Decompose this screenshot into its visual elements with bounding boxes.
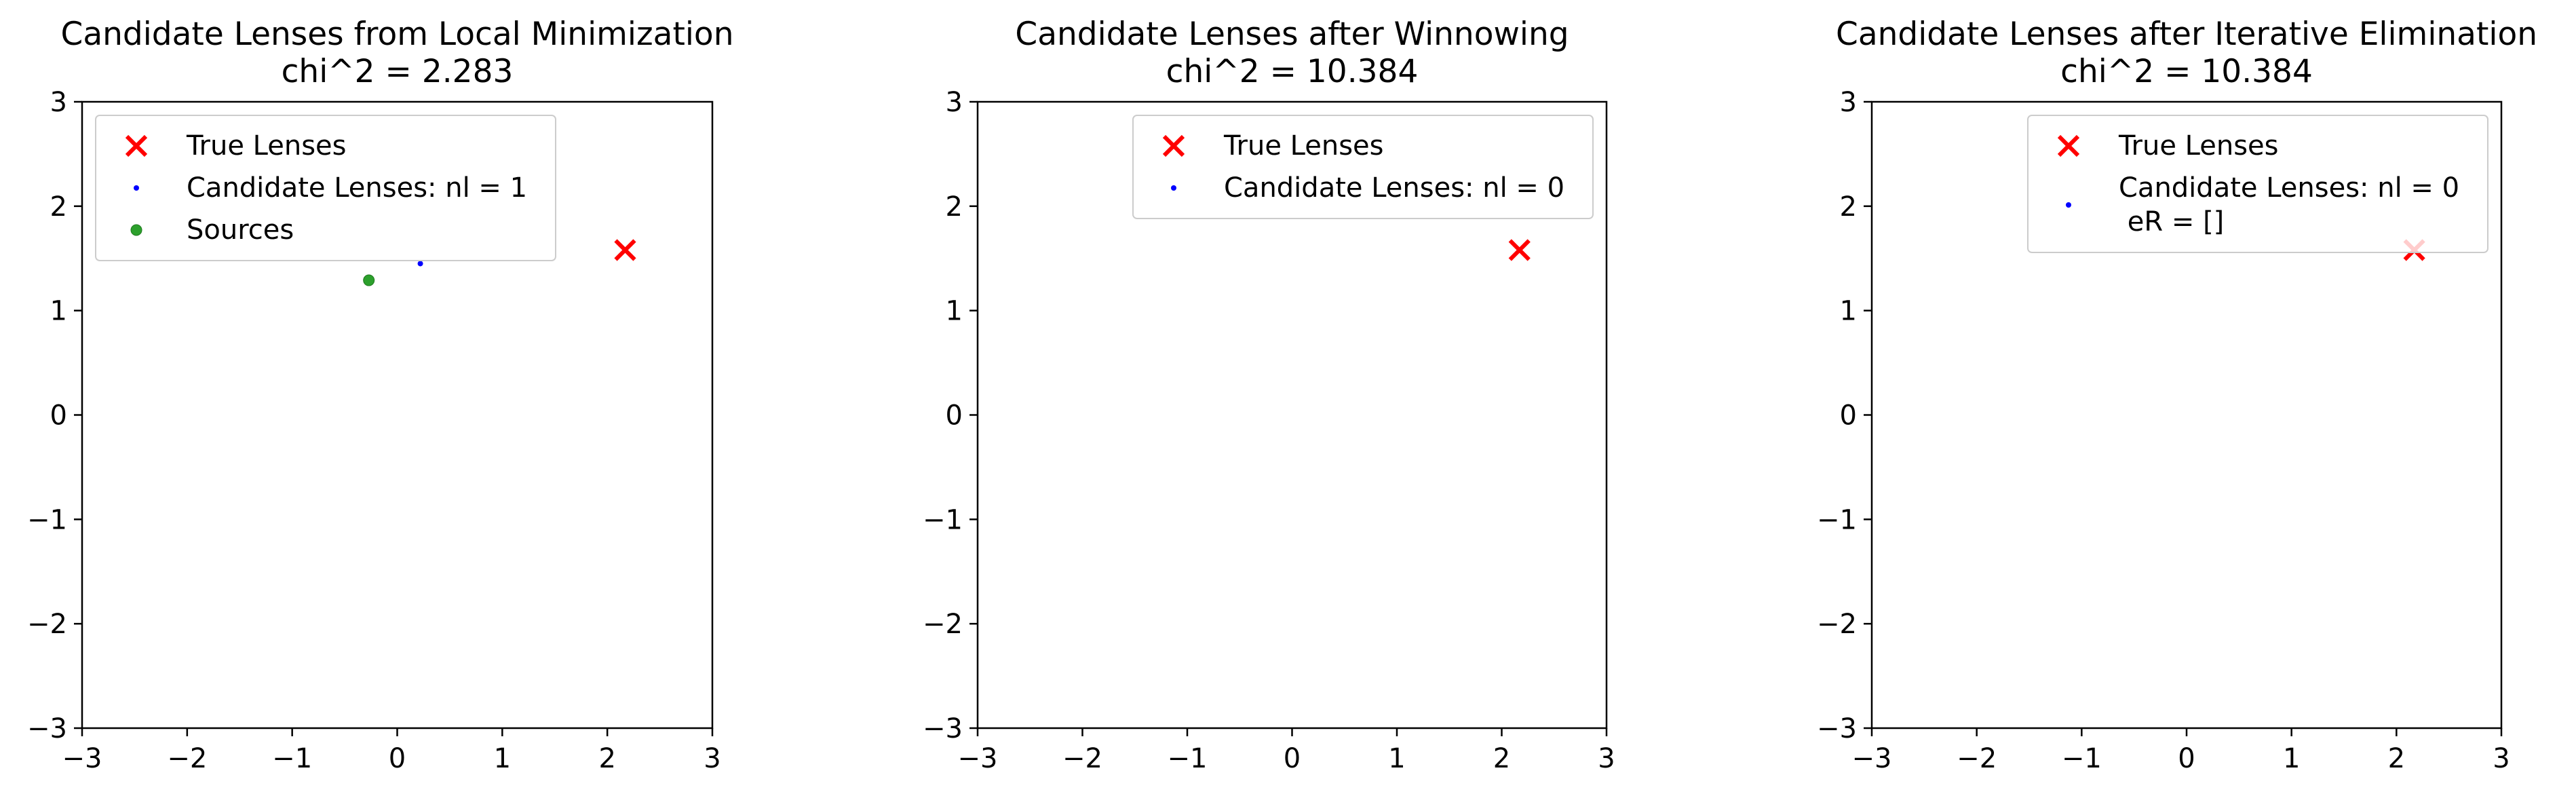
data-point-series-1-stroke-b [614,239,636,261]
chart-subtitle: chi^2 = 10.384 [2060,53,2313,90]
legend-label: True Lenses [1223,130,1384,162]
y-tick-label: −2 [923,609,963,640]
legend-label: True Lenses [2118,130,2279,162]
legend: True Lenses Candidate Lenses: nl = 0 [1132,115,1594,219]
y-tick-label: −1 [27,504,67,535]
legend: True Lenses Candidate Lenses: nl = 0 eR =… [2027,115,2488,253]
x-tick-label: −3 [62,743,102,774]
y-tick-label: 3 [50,87,67,118]
legend-marker-3-shape [130,224,142,236]
data-point-series-1 [1508,239,1531,261]
y-tick-label: −2 [1817,609,1857,640]
y-tick-label: −3 [27,713,67,744]
y-tick-label: 2 [50,191,67,223]
legend-box [2027,115,2488,253]
legend-box [1132,115,1594,219]
legend-label-line: Sources [187,214,294,246]
x-tick-label: 0 [389,743,406,774]
chart-subtitle: chi^2 = 10.384 [1166,53,1419,90]
x-tick-label: −1 [272,743,312,774]
y-tick-label: 3 [946,87,963,118]
x-tick-label: 0 [2178,743,2195,774]
legend-label: Candidate Lenses: nl = 1 [187,172,527,204]
legend-marker-3 [130,224,142,236]
y-tick-label: −1 [923,504,963,535]
x-tick-label: −1 [1168,743,1208,774]
y-tick-label: 3 [1840,87,1857,118]
chart-title: Candidate Lenses after Iterative Elimina… [1836,16,2537,53]
legend-marker-1-stroke-b [1162,134,1185,157]
x-tick-label: 2 [1493,743,1510,774]
y-tick-label: 1 [946,296,963,327]
chart-subtitle: chi^2 = 2.283 [282,53,514,90]
legend-label-line: Candidate Lenses: nl = 0 [1224,172,1564,204]
x-tick-label: 3 [1598,743,1615,774]
y-tick-label: −1 [1817,504,1857,535]
y-tick-label: 2 [946,191,963,223]
y-tick-label: −3 [923,713,963,744]
legend-label-line: Candidate Lenses: nl = 0 [2119,172,2459,204]
y-tick-label: 0 [1840,400,1857,432]
legend-marker-2 [1171,185,1176,191]
x-tick-label: 2 [2388,743,2405,774]
chart-title: Candidate Lenses from Local Minimization [61,16,734,53]
data-point-series-2 [417,261,423,267]
legend-marker-2-shape [1171,185,1176,191]
legend-marker-1 [125,134,148,157]
legend-label-line: True Lenses [1223,130,1384,162]
data-point-series-2-shape [417,261,423,267]
x-tick-label: 3 [704,743,720,774]
legend-label: True Lenses [186,130,347,162]
legend-label: Candidate Lenses: nl = 0 eR = [] [2119,172,2459,238]
legend: True Lenses Candidate Lenses: nl = 1 Sourc… [95,115,556,261]
legend-marker-2 [134,185,139,191]
legend-marker-2-shape [134,185,139,191]
legend-label-line: Candidate Lenses: nl = 1 [187,172,527,204]
y-tick-label: 1 [1840,296,1857,327]
legend-marker-2 [2066,202,2071,208]
x-tick-label: 1 [494,743,511,774]
data-point-series-1-stroke-b [1508,239,1531,261]
legend-label: Sources [187,214,294,246]
y-tick-label: 1 [50,296,67,327]
legend-label: Candidate Lenses: nl = 0 [1224,172,1564,204]
x-tick-label: 0 [1284,743,1301,774]
y-tick-label: 0 [946,400,963,432]
x-tick-label: 3 [2493,743,2510,774]
legend-label-line: eR = [] [2119,206,2224,238]
legend-marker-1 [2057,134,2080,157]
legend-marker-2-shape [2066,202,2071,208]
legend-box [95,115,556,261]
y-tick-label: −3 [1817,713,1857,744]
x-tick-label: −1 [2062,743,2102,774]
x-tick-label: 1 [2283,743,2300,774]
chart-title: Candidate Lenses after Winnowing [1015,16,1569,53]
x-tick-label: −3 [958,743,998,774]
legend-label-line: True Lenses [186,130,347,162]
chart-panel-1: Candidate Lenses from Local Minimization… [27,16,733,774]
legend-label-line: True Lenses [2118,130,2279,162]
x-tick-label: −2 [167,743,207,774]
x-tick-label: −2 [1957,743,1997,774]
data-point-series-3 [363,274,375,286]
x-tick-label: 1 [1388,743,1405,774]
chart-panel-3: Candidate Lenses after Iterative Elimina… [1817,16,2537,774]
legend-marker-1-stroke-b [2057,134,2080,157]
y-tick-label: 0 [50,400,67,432]
y-tick-label: 2 [1840,191,1857,223]
x-tick-label: −2 [1062,743,1102,774]
x-tick-label: −3 [1852,743,1892,774]
data-point-series-1 [614,239,636,261]
x-tick-label: 2 [598,743,615,774]
legend-marker-1 [1162,134,1185,157]
y-tick-label: −2 [27,609,67,640]
data-point-series-3-shape [363,274,375,286]
legend-marker-1-stroke-b [125,134,148,157]
